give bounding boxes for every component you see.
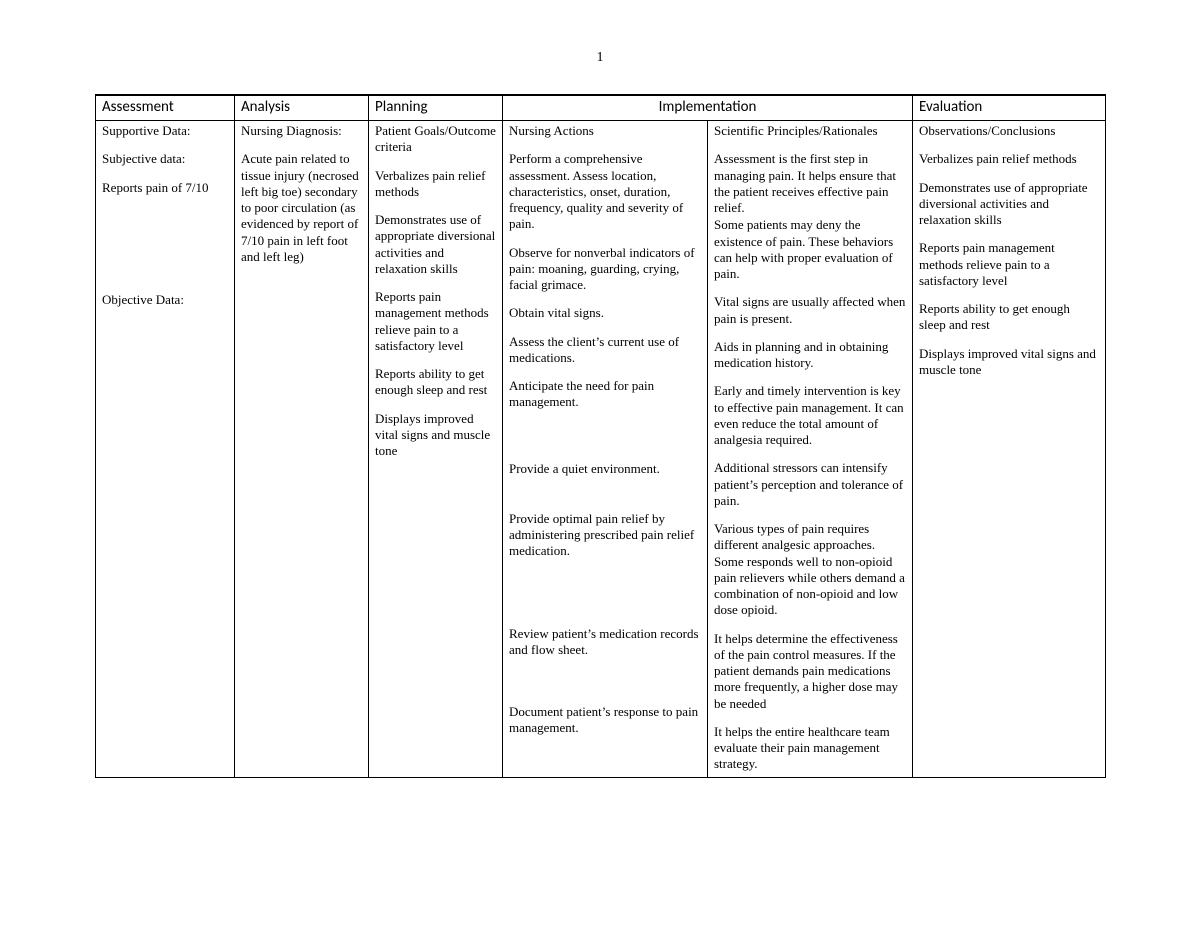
rationale-3: Vital signs are usually affected when pa… — [714, 294, 906, 327]
goal-4: Reports ability to get enough sleep and … — [375, 366, 496, 399]
rationale-9: It helps the entire healthcare team eval… — [714, 724, 906, 773]
rationale-7: Various types of pain requires different… — [714, 521, 906, 619]
action-8: Review patient’s medication records and … — [509, 626, 701, 659]
care-plan-table: Assessment Analysis Planning Implementat… — [95, 94, 1106, 778]
action-9: Document patient’s response to pain mana… — [509, 704, 701, 737]
assessment-cell: Supportive Data: Subjective data: Report… — [96, 121, 235, 778]
eval-2: Demonstrates use of appropriate diversio… — [919, 180, 1099, 229]
col-analysis: Analysis — [235, 95, 369, 121]
rationale-2: Some patients may deny the existence of … — [714, 217, 906, 282]
rationales-label: Scientific Principles/Rationales — [714, 123, 906, 139]
table-body-row: Supportive Data: Subjective data: Report… — [96, 121, 1106, 778]
analysis-cell: Nursing Diagnosis: Acute pain related to… — [235, 121, 369, 778]
action-2: Observe for nonverbal indicators of pain… — [509, 245, 701, 294]
rationale-1: Assessment is the first step in managing… — [714, 151, 906, 216]
objective-data-label: Objective Data: — [102, 292, 228, 308]
table-header-row: Assessment Analysis Planning Implementat… — [96, 95, 1106, 121]
goal-5: Displays improved vital signs and muscle… — [375, 411, 496, 460]
goals-label: Patient Goals/Outcome criteria — [375, 123, 496, 156]
rationale-6: Additional stressors can intensify patie… — [714, 460, 906, 509]
eval-4: Reports ability to get enough sleep and … — [919, 301, 1099, 334]
nursing-diagnosis-label: Nursing Diagnosis: — [241, 123, 362, 139]
action-5: Anticipate the need for pain management. — [509, 378, 701, 411]
supportive-data-label: Supportive Data: — [102, 123, 228, 139]
subjective-data-label: Subjective data: — [102, 151, 228, 167]
eval-3: Reports pain management methods relieve … — [919, 240, 1099, 289]
eval-1: Verbalizes pain relief methods — [919, 151, 1099, 167]
eval-5: Displays improved vital signs and muscle… — [919, 346, 1099, 379]
observations-label: Observations/Conclusions — [919, 123, 1099, 139]
actions-label: Nursing Actions — [509, 123, 701, 139]
action-6: Provide a quiet environment. — [509, 461, 701, 477]
action-7: Provide optimal pain relief by administe… — [509, 511, 701, 560]
actions-cell: Nursing Actions Perform a comprehensive … — [503, 121, 708, 778]
page-number: 1 — [95, 50, 1105, 66]
action-4: Assess the client’s current use of medic… — [509, 334, 701, 367]
col-implementation: Implementation — [503, 95, 913, 121]
rationale-4: Aids in planning and in obtaining medica… — [714, 339, 906, 372]
rationale-8: It helps determine the effectiveness of … — [714, 631, 906, 712]
action-1: Perform a comprehensive assessment. Asse… — [509, 151, 701, 232]
rationale-5: Early and timely intervention is key to … — [714, 383, 906, 448]
goal-3: Reports pain management methods relieve … — [375, 289, 496, 354]
action-3: Obtain vital signs. — [509, 305, 701, 321]
subjective-report: Reports pain of 7/10 — [102, 180, 228, 196]
col-assessment: Assessment — [96, 95, 235, 121]
col-evaluation: Evaluation — [913, 95, 1106, 121]
col-planning: Planning — [369, 95, 503, 121]
goal-1: Verbalizes pain relief methods — [375, 168, 496, 201]
planning-cell: Patient Goals/Outcome criteria Verbalize… — [369, 121, 503, 778]
rationales-cell: Scientific Principles/Rationales Assessm… — [708, 121, 913, 778]
goal-2: Demonstrates use of appropriate diversio… — [375, 212, 496, 277]
evaluation-cell: Observations/Conclusions Verbalizes pain… — [913, 121, 1106, 778]
document-page: 1 Assessment Analysis Planning Implement… — [0, 0, 1200, 818]
nursing-diagnosis-text: Acute pain related to tissue injury (nec… — [241, 151, 362, 265]
